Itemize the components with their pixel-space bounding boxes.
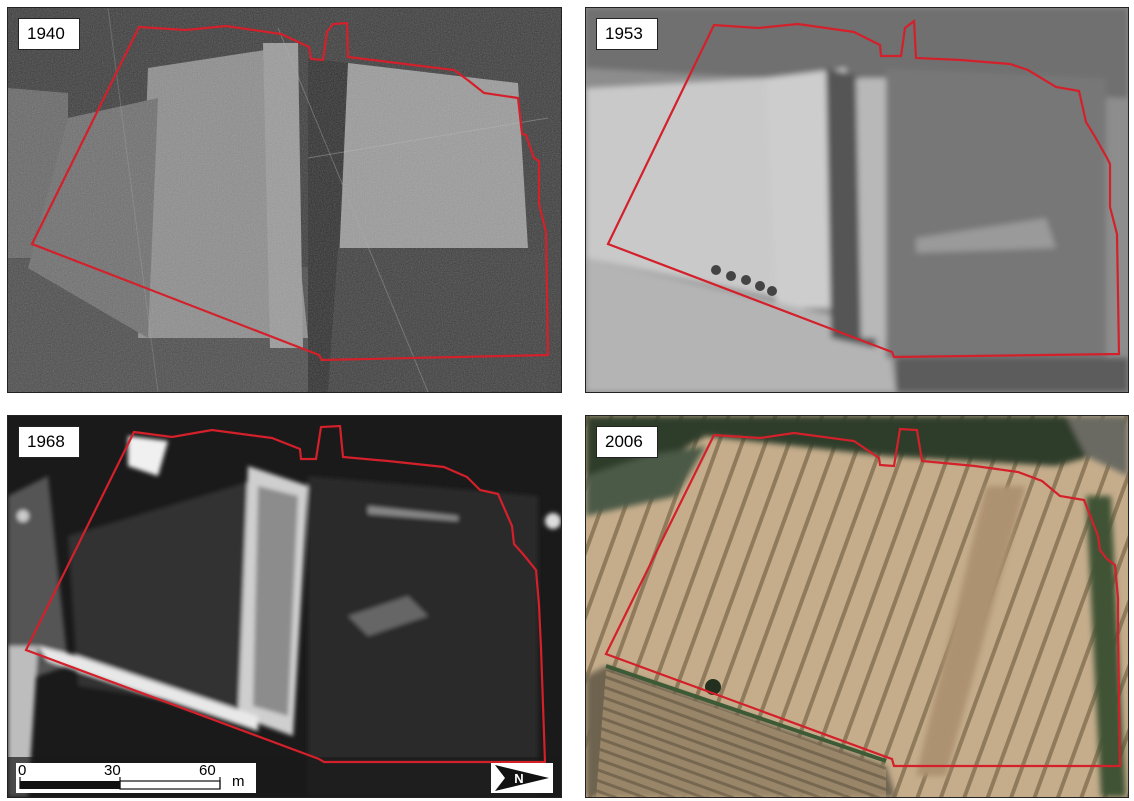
map-panel-1953: 1953 [585,7,1129,393]
aerial-photo-1953 [586,8,1128,392]
map-panel-1968: 1968 0 30 60 m N [7,415,562,798]
parcel-boundary [30,21,550,362]
scale-bar: 0 30 60 m [16,762,256,793]
year-label-1953: 1953 [596,18,658,50]
aerial-photo-2006 [586,416,1128,797]
parcel-boundary [604,427,1122,768]
parcel-boundary [24,424,547,764]
scale-tick-label-60: 60 [199,762,216,779]
aerial-photo-1940 [8,8,561,392]
north-arrow-label: N [514,771,523,786]
scale-tick-label-0: 0 [18,762,27,779]
aerial-photo-1968 [8,416,561,797]
map-panel-1940: 1940 [7,7,562,393]
scale-unit-label: m [232,773,245,790]
map-panel-2006: 2006 [585,415,1129,798]
scale-bar-graphic [19,777,221,790]
north-arrow: N [491,763,553,793]
year-label-1968: 1968 [18,426,80,458]
year-label-1940: 1940 [18,18,80,50]
scale-tick-label-30: 30 [104,762,121,779]
year-label-2006: 2006 [596,426,658,458]
parcel-boundary [606,18,1121,359]
north-arrow-icon: N [495,765,549,791]
